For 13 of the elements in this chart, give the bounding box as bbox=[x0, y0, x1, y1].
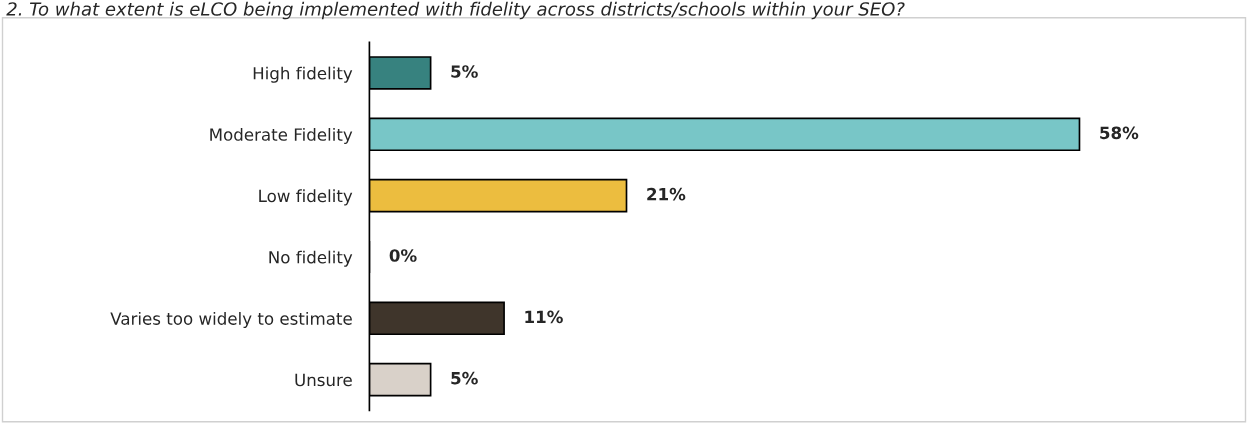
chart-title: 2. To what extent is eLCO being implemented with fidelity across districts/schools within your SEO? bbox=[6, 1, 905, 20]
y-tick-label: High fidelity bbox=[253, 66, 353, 83]
y-tick-label: No fidelity bbox=[269, 250, 353, 267]
y-tick-label: Unsure bbox=[295, 373, 352, 387]
data-label: 58% bbox=[1100, 126, 1139, 140]
data-label: 0% bbox=[389, 249, 417, 262]
data-label: 5% bbox=[451, 371, 478, 385]
data-label: 21% bbox=[647, 187, 686, 201]
y-tick-label: Low fidelity bbox=[259, 189, 353, 206]
data-label: 11% bbox=[525, 310, 563, 324]
y-tick-label: Varies too widely to estimate bbox=[110, 311, 352, 329]
y-tick-label: Moderate Fidelity bbox=[210, 127, 353, 145]
data-label: 5% bbox=[451, 65, 478, 78]
